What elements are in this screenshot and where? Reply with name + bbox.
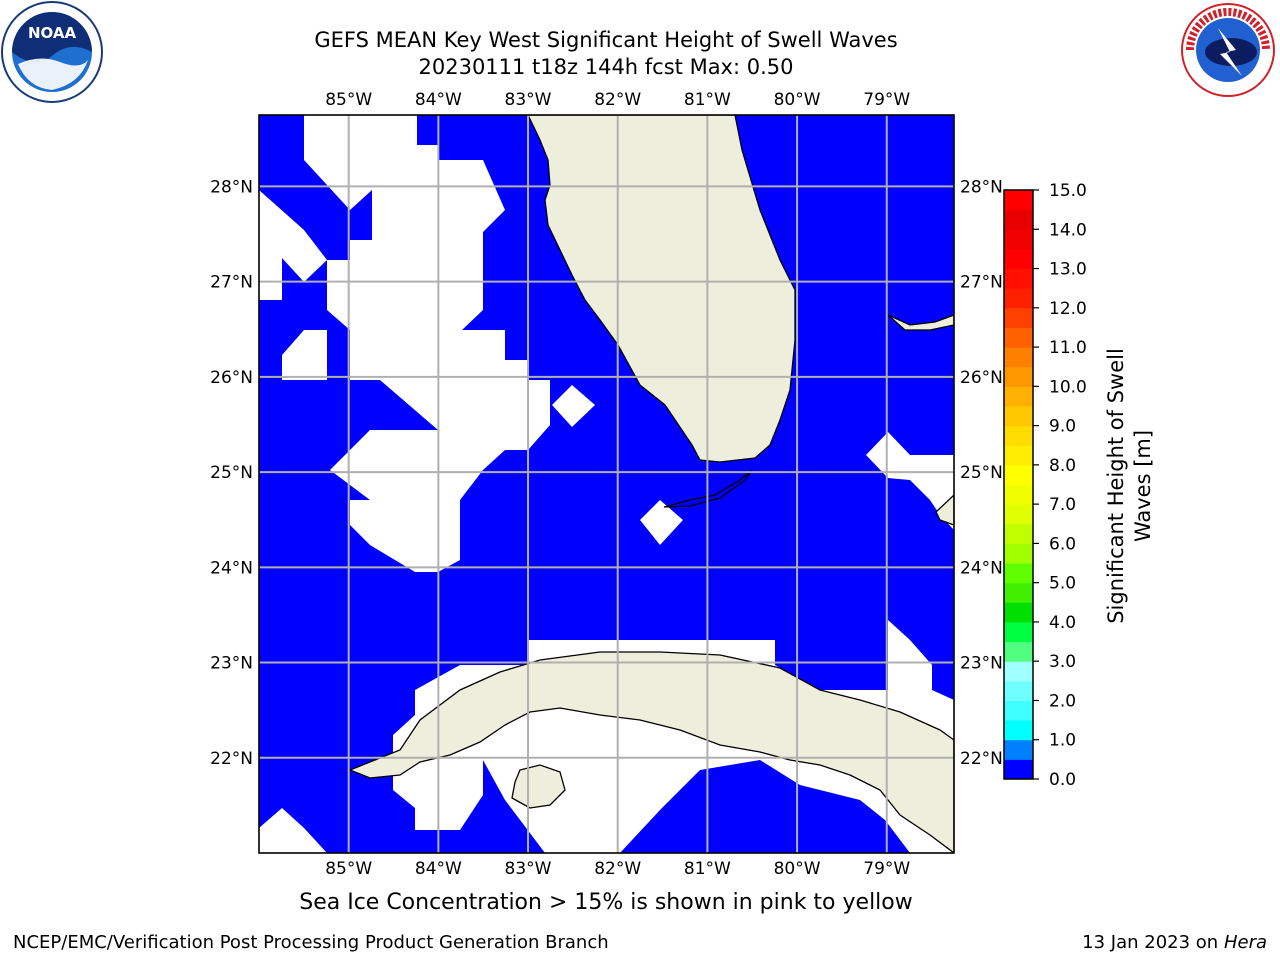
- colorbar-tick-label: 3.0: [1049, 652, 1076, 672]
- colorbar-segment: [1004, 386, 1033, 407]
- lon-tick-label-top: 80°W: [774, 90, 821, 110]
- lon-tick-label-top: 84°W: [415, 90, 462, 110]
- colorbar-segment: [1004, 563, 1033, 584]
- colorbar-segment: [1004, 759, 1033, 780]
- noaa-logo: NOAA: [1, 1, 103, 103]
- colorbar-segment: [1004, 582, 1033, 603]
- colorbar-tick-label: 14.0: [1049, 220, 1087, 240]
- colorbar-tick-label: 7.0: [1049, 495, 1076, 515]
- sea-ice-footnote: Sea Ice Concentration > 15% is shown in …: [299, 890, 913, 915]
- colorbar-tick-label: 8.0: [1049, 456, 1076, 476]
- credit-left: NCEP/EMC/Verification Post Processing Pr…: [13, 932, 609, 953]
- credit-host: Hera: [1223, 932, 1267, 953]
- colorbar-tick-label: 10.0: [1049, 377, 1087, 397]
- lon-tick-label-bottom: 80°W: [774, 859, 821, 879]
- axis-tick-labels: 85°W 85°W 84°W 84°W 83°W 83°W 82°W 82°W 81°W 81°W…: [210, 90, 1003, 879]
- colorbar-tick-label: 0.0: [1049, 770, 1076, 790]
- credit-date: 13 Jan 2023 on: [1082, 932, 1224, 953]
- lon-tick-label-top: 83°W: [505, 90, 552, 110]
- colorbar-tick-label: 9.0: [1049, 417, 1076, 437]
- lat-tick-label-right: 27°N: [960, 273, 1003, 293]
- colorbar-segment: [1004, 484, 1033, 505]
- lat-tick-label-left: 27°N: [210, 273, 253, 293]
- colorbar-segment: [1004, 543, 1033, 564]
- lon-tick-label-bottom: 85°W: [325, 859, 372, 879]
- lon-tick-label-bottom: 83°W: [505, 859, 552, 879]
- colorbar-segment: [1004, 405, 1033, 427]
- colorbar-segment: [1004, 248, 1033, 270]
- plot-subtitle: 20230111 t18z 144h fcst Max: 0.50: [418, 55, 794, 79]
- lon-tick-label-top: 79°W: [863, 90, 910, 110]
- lon-tick-label-bottom: 79°W: [863, 859, 910, 879]
- colorbar-segment: [1004, 621, 1033, 643]
- colorbar-segment: [1004, 209, 1033, 230]
- colorbar-segment: [1004, 739, 1033, 760]
- noaa-logo-text: NOAA: [28, 24, 77, 42]
- lon-tick-label-bottom: 84°W: [415, 859, 462, 879]
- colorbar-tick-label: 5.0: [1049, 574, 1076, 594]
- colorbar-segment: [1004, 190, 1033, 211]
- colorbar-segment: [1004, 700, 1033, 721]
- colorbar-segment: [1004, 229, 1033, 250]
- colorbar-tick-label: 2.0: [1049, 691, 1076, 711]
- colorbar-segment: [1004, 307, 1033, 328]
- lat-tick-label-left: 26°N: [210, 368, 253, 388]
- colorbar-segment: [1004, 425, 1033, 446]
- lat-tick-label-right: 23°N: [960, 654, 1003, 674]
- colorbar-tick-label: 12.0: [1049, 299, 1087, 319]
- lat-tick-label-right: 24°N: [960, 558, 1003, 578]
- colorbar-frame: [1003, 189, 1034, 780]
- colorbar-segment: [1004, 445, 1033, 466]
- colorbar-tick-label: 15.0: [1049, 181, 1087, 201]
- land-masses: [348, 115, 954, 853]
- credit-right: 13 Jan 2023 on Hera: [1082, 932, 1267, 953]
- lon-tick-label-top: 85°W: [325, 90, 372, 110]
- lon-tick-label-bottom: 81°W: [684, 859, 731, 879]
- plot-title: GEFS MEAN Key West Significant Height of…: [314, 28, 898, 52]
- lat-lon-grid: [259, 115, 954, 853]
- colorbar: 0.0 1.0 2.0 3.0 4.0 5.0 6.0 7.0 8.0 9.0 10.0 11.0 12…: [1003, 181, 1087, 790]
- colorbar-segment: [1004, 680, 1033, 701]
- colorbar-segment: [1004, 288, 1033, 309]
- map-frame: [258, 114, 955, 854]
- colorbar-tick-label: 11.0: [1049, 338, 1087, 358]
- colorbar-segment: [1004, 327, 1033, 348]
- colorbar-segment: [1004, 661, 1033, 682]
- colorbar-segment: [1004, 268, 1033, 289]
- colorbar-segment: [1004, 602, 1033, 623]
- colorbar-segment: [1004, 641, 1033, 662]
- lat-tick-label-left: 23°N: [210, 654, 253, 674]
- nws-logo: [1181, 3, 1275, 97]
- lon-tick-label-top: 81°W: [684, 90, 731, 110]
- lat-tick-label-left: 22°N: [210, 749, 253, 769]
- colorbar-segment: [1004, 504, 1033, 525]
- lat-tick-label-right: 26°N: [960, 368, 1003, 388]
- colorbar-label-line-2: Waves [m]: [1131, 430, 1155, 542]
- lat-tick-label-left: 25°N: [210, 463, 253, 483]
- lat-tick-label-right: 22°N: [960, 749, 1003, 769]
- lat-tick-label-left: 24°N: [210, 558, 253, 578]
- colorbar-tick-label: 4.0: [1049, 613, 1076, 633]
- colorbar-tick-label: 6.0: [1049, 534, 1076, 554]
- colorbar-segment: [1004, 347, 1033, 368]
- colorbar-tick-label: 1.0: [1049, 731, 1076, 751]
- lon-tick-label-top: 82°W: [594, 90, 641, 110]
- colorbar-segment: [1004, 366, 1033, 387]
- lat-tick-label-left: 28°N: [210, 177, 253, 197]
- lon-tick-label-bottom: 82°W: [594, 859, 641, 879]
- lat-tick-label-right: 28°N: [960, 177, 1003, 197]
- colorbar-segment: [1004, 464, 1033, 485]
- colorbar-label-line-1: Significant Height of Swell: [1104, 348, 1128, 624]
- colorbar-tick-label: 13.0: [1049, 260, 1087, 280]
- colorbar-segment: [1004, 523, 1033, 544]
- colorbar-segment: [1004, 720, 1033, 741]
- lat-tick-label-right: 25°N: [960, 463, 1003, 483]
